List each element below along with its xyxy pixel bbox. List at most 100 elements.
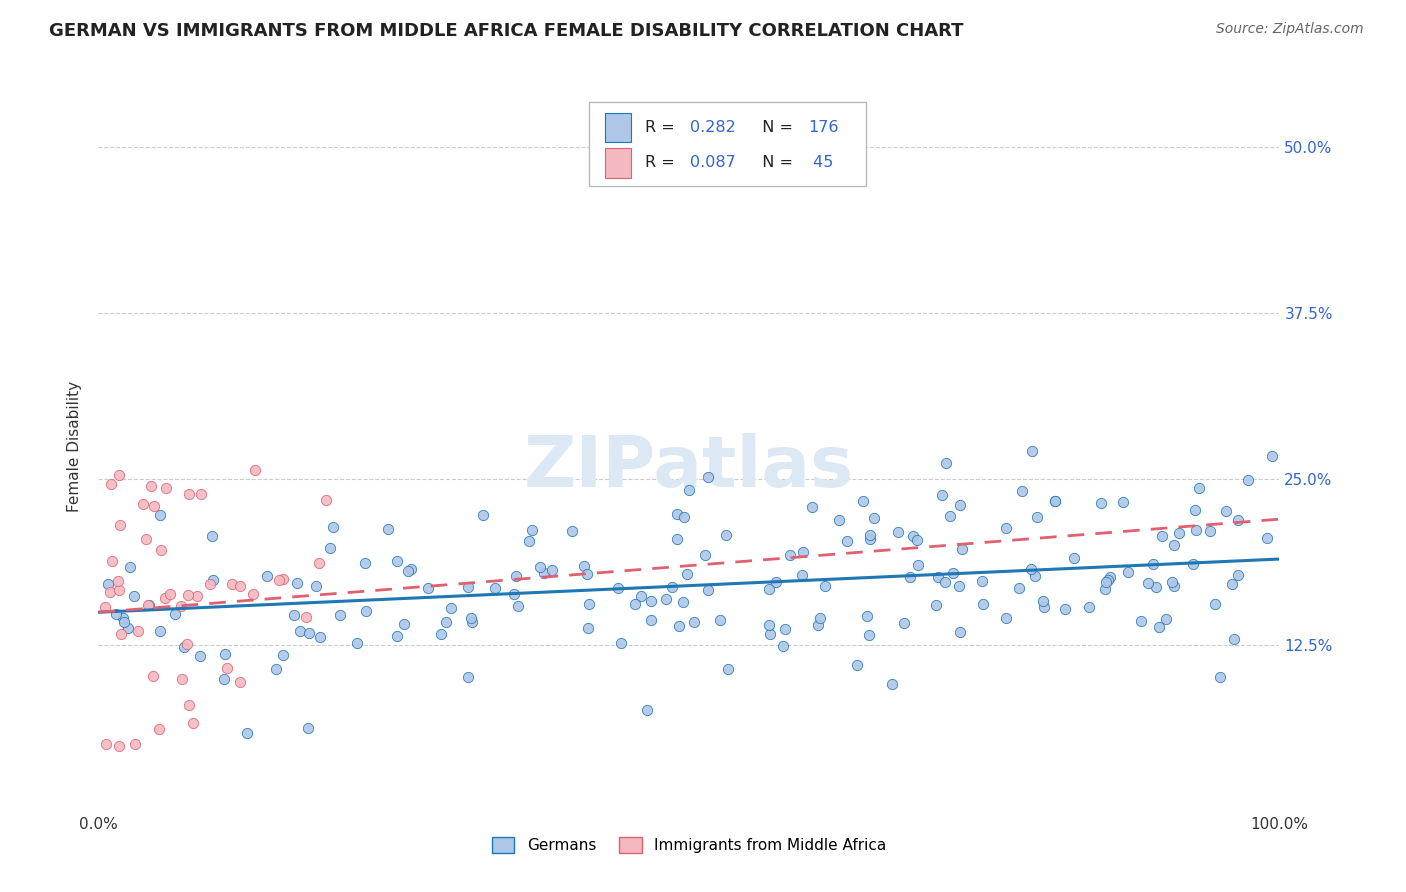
Point <box>97 576 120 591</box>
Point <box>93 600 115 615</box>
Point <box>676 567 699 582</box>
Point <box>1090 496 1112 510</box>
Point <box>399 562 422 576</box>
Point <box>576 621 599 635</box>
Point <box>1215 504 1237 518</box>
Point <box>117 621 139 635</box>
Point <box>1261 449 1284 463</box>
Point <box>522 523 544 537</box>
Point <box>1226 513 1249 527</box>
Text: ZIPatlas: ZIPatlas <box>524 434 853 502</box>
Point <box>901 529 924 543</box>
Point <box>120 560 142 574</box>
Point <box>242 587 264 601</box>
Text: 45: 45 <box>808 155 834 170</box>
Point <box>1136 576 1159 591</box>
Point <box>502 587 524 601</box>
Point <box>148 722 170 736</box>
Point <box>315 493 337 508</box>
Point <box>131 496 153 510</box>
Point <box>880 677 903 691</box>
Point <box>636 703 658 717</box>
Point <box>630 589 652 603</box>
Point <box>434 615 457 630</box>
Point <box>682 615 704 629</box>
Point <box>298 626 321 640</box>
Point <box>153 591 176 605</box>
Point <box>672 595 695 609</box>
Point <box>1222 632 1244 647</box>
Point <box>159 587 181 601</box>
Point <box>163 607 186 621</box>
Point <box>610 636 633 650</box>
Point <box>169 599 191 613</box>
Point <box>1188 481 1211 495</box>
Point <box>177 588 200 602</box>
Point <box>907 558 929 572</box>
Point <box>461 615 484 629</box>
Point <box>672 509 695 524</box>
Point <box>214 647 236 661</box>
Point <box>329 607 352 622</box>
Point <box>186 589 208 603</box>
Point <box>177 487 200 501</box>
Point <box>1024 569 1046 583</box>
Point <box>484 581 506 595</box>
Point <box>190 487 212 501</box>
Point <box>576 567 599 582</box>
Point <box>1184 503 1206 517</box>
Point <box>533 566 555 580</box>
Point <box>887 524 910 539</box>
Point <box>717 662 740 676</box>
Point <box>1150 529 1173 543</box>
Point <box>758 617 780 632</box>
Point <box>1021 444 1043 458</box>
Point <box>640 613 662 627</box>
Point <box>828 513 851 527</box>
Point <box>779 548 801 562</box>
Point <box>765 574 787 589</box>
Point <box>758 627 780 641</box>
Point <box>308 556 330 570</box>
Text: R =: R = <box>645 120 681 136</box>
Point <box>385 553 408 567</box>
Point <box>606 581 628 595</box>
Point <box>155 481 177 495</box>
Point <box>142 499 165 513</box>
Point <box>283 607 305 622</box>
Point <box>392 616 415 631</box>
Point <box>800 500 823 514</box>
Text: 0.087: 0.087 <box>690 155 735 170</box>
Point <box>1185 524 1208 538</box>
Point <box>623 597 645 611</box>
Point <box>110 627 132 641</box>
Point <box>141 479 163 493</box>
Point <box>942 566 965 580</box>
Point <box>1078 600 1101 615</box>
Point <box>290 624 312 638</box>
Point <box>927 570 949 584</box>
Point <box>661 581 683 595</box>
Point <box>98 585 121 599</box>
Point <box>170 672 193 686</box>
Point <box>758 582 780 596</box>
Point <box>893 616 915 631</box>
Point <box>995 611 1018 625</box>
Point <box>245 463 267 477</box>
Point <box>346 636 368 650</box>
Point <box>572 559 595 574</box>
Point <box>1129 614 1152 628</box>
Point <box>264 662 287 676</box>
Point <box>322 520 344 534</box>
Point <box>970 574 993 589</box>
Point <box>949 625 972 640</box>
Point <box>297 721 319 735</box>
Point <box>540 562 562 576</box>
Point <box>1019 562 1042 576</box>
Point <box>1099 570 1122 584</box>
Point <box>950 541 973 556</box>
Point <box>931 488 953 502</box>
Point <box>1154 612 1177 626</box>
Point <box>862 511 884 525</box>
Point <box>948 579 970 593</box>
